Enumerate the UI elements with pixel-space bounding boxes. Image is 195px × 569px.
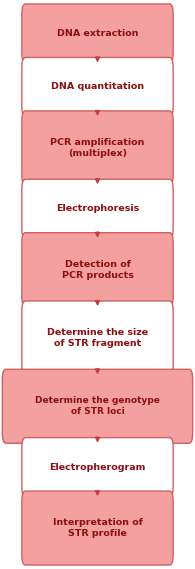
- FancyBboxPatch shape: [22, 438, 173, 497]
- Text: PCR amplification
(multiplex): PCR amplification (multiplex): [50, 138, 145, 158]
- Text: Determine the genotype
of STR loci: Determine the genotype of STR loci: [35, 396, 160, 417]
- Text: DNA extraction: DNA extraction: [57, 29, 138, 38]
- FancyBboxPatch shape: [22, 301, 173, 375]
- FancyBboxPatch shape: [22, 57, 173, 117]
- Text: DNA quantitation: DNA quantitation: [51, 83, 144, 92]
- FancyBboxPatch shape: [2, 369, 193, 443]
- FancyBboxPatch shape: [22, 111, 173, 185]
- FancyBboxPatch shape: [22, 491, 173, 565]
- Text: Electropherogram: Electropherogram: [49, 463, 146, 472]
- FancyBboxPatch shape: [22, 179, 173, 238]
- FancyBboxPatch shape: [22, 233, 173, 307]
- Text: Interpretation of
STR profile: Interpretation of STR profile: [53, 518, 142, 538]
- Text: Electrophoresis: Electrophoresis: [56, 204, 139, 213]
- Text: Determine the size
of STR fragment: Determine the size of STR fragment: [47, 328, 148, 348]
- FancyBboxPatch shape: [22, 4, 173, 63]
- Text: Detection of
PCR products: Detection of PCR products: [62, 259, 133, 280]
